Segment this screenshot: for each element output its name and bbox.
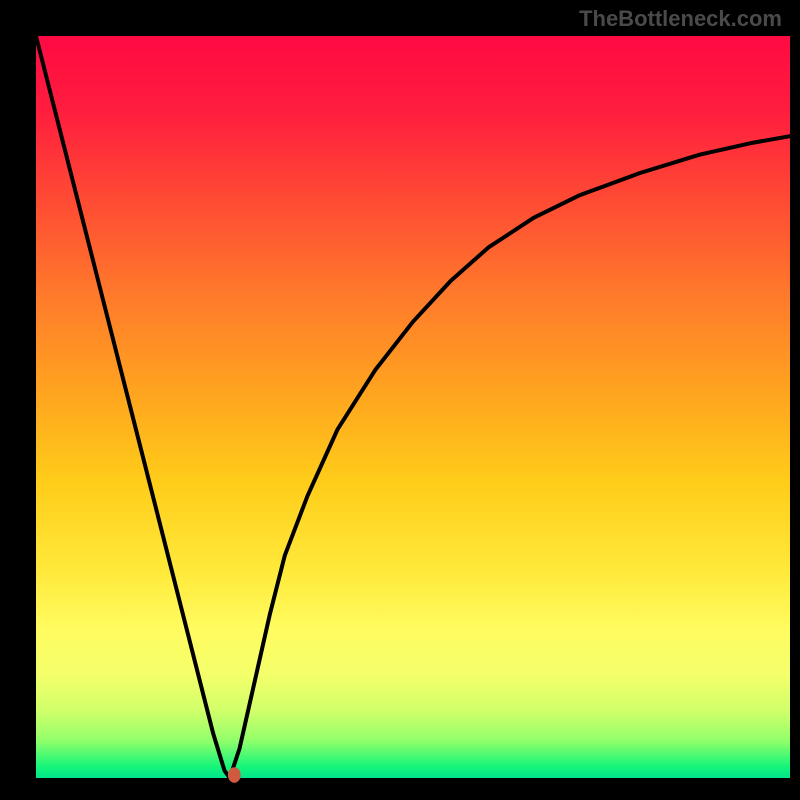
chart-stage: TheBottleneck.com — [0, 0, 800, 800]
minimum-marker — [228, 767, 241, 783]
watermark-text: TheBottleneck.com — [579, 6, 782, 32]
gradient-background — [36, 36, 790, 778]
plot-area — [36, 36, 790, 778]
